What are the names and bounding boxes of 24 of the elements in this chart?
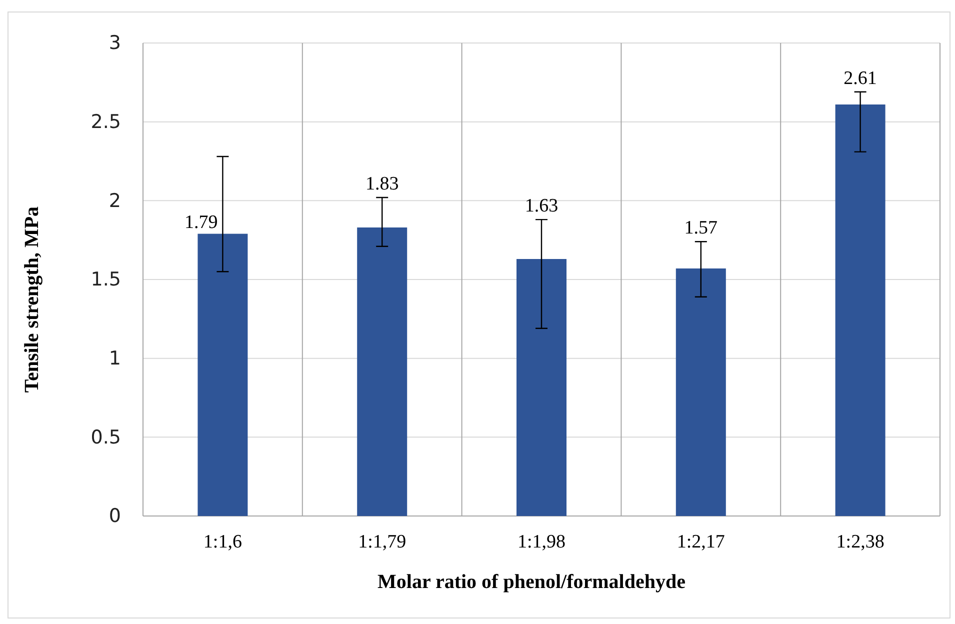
x-tick-label: 1:1,98 [517, 531, 566, 552]
y-axis-title: Tensile strength, MPa [21, 206, 43, 393]
y-tick-label: 3 [108, 32, 121, 54]
bar [676, 268, 726, 516]
data-label: 1.83 [365, 174, 399, 195]
y-tick-label: 1.5 [90, 268, 121, 291]
y-tick-label: 1 [108, 347, 121, 370]
x-tick-label: 1:1,79 [358, 531, 406, 552]
data-label: 1.57 [684, 218, 718, 239]
y-tick-label: 0.5 [90, 426, 121, 448]
x-axis-title: Molar ratio of phenol/formaldehyde [378, 571, 686, 593]
bar [835, 104, 886, 516]
y-tick-label: 2.5 [90, 110, 121, 133]
y-tick-label: 2 [108, 190, 121, 212]
bar [357, 227, 408, 516]
x-tick-label: 1:1,6 [203, 531, 242, 552]
data-label: 1.79 [184, 212, 218, 233]
x-tick-label: 1:2,38 [836, 531, 884, 552]
x-tick-label: 1:2,17 [676, 531, 725, 552]
data-label: 1.63 [524, 196, 558, 217]
bar [198, 234, 248, 516]
y-tick-label: 0 [108, 505, 121, 528]
bar [516, 259, 566, 516]
data-label: 2.61 [844, 68, 877, 89]
